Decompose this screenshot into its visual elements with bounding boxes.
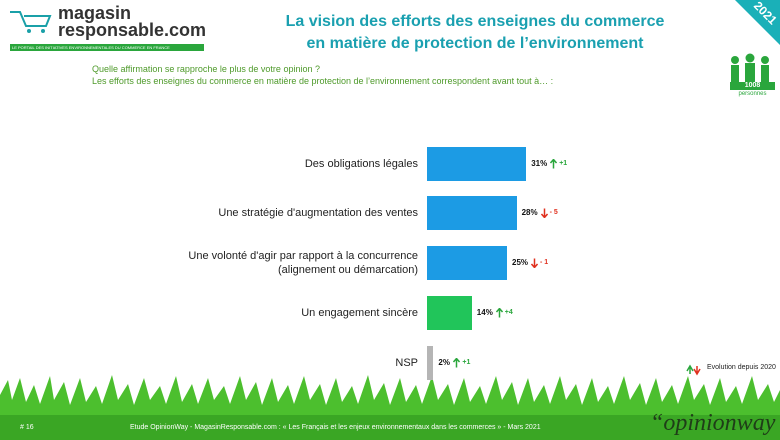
bar bbox=[427, 196, 517, 230]
title-line2: en matière de protection de l’environnem… bbox=[306, 35, 644, 52]
bar bbox=[427, 346, 434, 380]
value-label: 14% bbox=[476, 308, 493, 317]
logo-line1: magasin bbox=[58, 3, 132, 23]
down-arrow bbox=[531, 258, 538, 268]
category-label: Une stratégie d'augmentation des ventes bbox=[218, 207, 418, 219]
up-arrow bbox=[453, 358, 461, 368]
sample-unit: personnes bbox=[738, 91, 767, 97]
year-ribbon bbox=[735, 0, 780, 45]
sample-size: 1008 bbox=[744, 82, 761, 89]
category-label: NSP bbox=[395, 357, 418, 369]
down-arrow bbox=[540, 208, 548, 218]
category-label: Des obligations légales bbox=[304, 158, 418, 170]
category-label: Un engagement sincère bbox=[301, 307, 418, 319]
people-icon bbox=[731, 53, 769, 82]
brand: “opinionway bbox=[650, 410, 776, 436]
legend-down-arrow bbox=[693, 366, 701, 376]
change-label: +1 bbox=[559, 160, 568, 167]
category-label: Une volonté d'agir par rapport à la conc… bbox=[188, 250, 418, 276]
bar bbox=[427, 147, 527, 181]
logo-line2: responsable.com bbox=[58, 20, 207, 40]
value-label: 31% bbox=[531, 159, 548, 168]
bar bbox=[427, 296, 472, 330]
legend-label: Evolution depuis 2020 bbox=[707, 364, 776, 371]
legend-up-arrow bbox=[686, 364, 694, 374]
change-label: +1 bbox=[462, 359, 471, 366]
change-label: - 5 bbox=[549, 209, 558, 216]
value-label: 25% bbox=[512, 258, 529, 267]
page-number: # 16 bbox=[20, 424, 34, 431]
question-line1: Quelle affirmation se rapproche le plus … bbox=[92, 64, 320, 74]
value-label: 2% bbox=[438, 358, 450, 367]
title-line1: La vision des efforts des enseignes du c… bbox=[285, 13, 665, 30]
change-label: +4 bbox=[504, 309, 513, 316]
up-arrow bbox=[550, 159, 558, 169]
logo-tagline: LE PORTAIL DES INITIATIVES ENVIRONNEMENT… bbox=[10, 44, 204, 51]
cart-icon bbox=[10, 11, 52, 27]
up-arrow bbox=[495, 308, 503, 318]
question-line2: Les efforts des enseignes du commerce en… bbox=[92, 76, 554, 86]
change-label: - 1 bbox=[540, 259, 549, 266]
value-label: 28% bbox=[521, 208, 538, 217]
source: Etude OpinionWay - MagasinResponsable.co… bbox=[130, 424, 541, 431]
bar bbox=[427, 246, 507, 280]
